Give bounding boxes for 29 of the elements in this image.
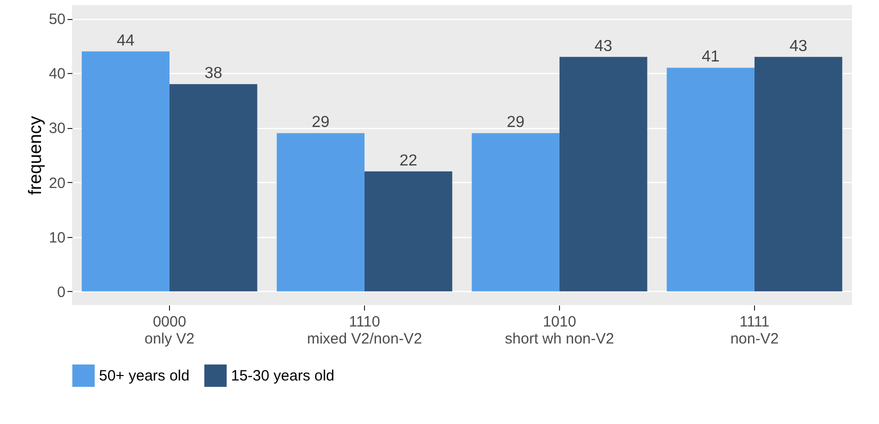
bar (364, 171, 452, 292)
data-label: 29 (312, 114, 330, 132)
x-tick-label: 0000 only V2 (144, 314, 195, 348)
y-tick-label: 20 (48, 174, 66, 192)
data-label: 29 (506, 114, 525, 132)
bar (560, 56, 648, 292)
x-tick-label: 1111 non-V2 (730, 314, 779, 348)
legend-label: 15-30 years old (231, 368, 334, 385)
y-axis-title: frequency (24, 116, 45, 196)
data-label: 44 (116, 32, 135, 50)
data-label: 43 (789, 38, 808, 55)
bar (82, 51, 170, 292)
y-tick-label: 0 (57, 284, 66, 301)
y-tick-label: 30 (48, 120, 66, 138)
bar (472, 133, 560, 292)
bar (666, 68, 754, 292)
y-tick-label: 10 (48, 229, 66, 246)
bar (276, 133, 364, 292)
data-label: 41 (702, 48, 720, 66)
data-label: 38 (204, 65, 222, 82)
bar (754, 56, 842, 292)
legend-label: 50+ years old (99, 368, 190, 385)
x-tick-label: 1110 mixed V2/non-V2 (306, 314, 422, 348)
y-tick-label: 40 (48, 66, 66, 83)
y-tick-label: 50 (48, 11, 66, 28)
bar (170, 84, 258, 292)
data-label: 22 (399, 152, 418, 170)
x-tick-label: 1010 short wh non-V2 (504, 314, 614, 348)
data-label: 43 (594, 38, 612, 55)
